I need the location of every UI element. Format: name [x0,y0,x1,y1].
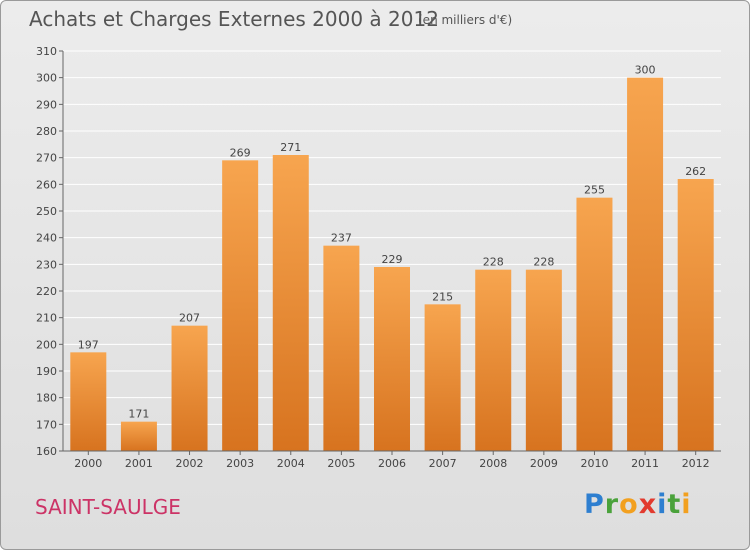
y-tick-label: 180 [36,392,57,405]
y-tick-label: 210 [36,312,57,325]
y-tick-label: 280 [36,125,57,138]
data-label-2006: 229 [382,253,403,266]
x-tick-label: 2011 [631,457,659,470]
y-tick-label: 300 [36,72,57,85]
commune-name: SAINT-SAULGE [35,495,181,519]
chart-title: Achats et Charges Externes 2000 à 2012 [29,7,439,31]
x-tick-label: 2000 [74,457,102,470]
data-label-2001: 171 [128,408,149,421]
bar-2000 [70,352,107,451]
chart-subtitle: (en milliers d'€) [418,13,513,27]
bar-2002 [171,325,208,451]
x-tick-label: 2010 [580,457,608,470]
y-tick-label: 230 [36,258,57,271]
data-label-2007: 215 [432,290,453,303]
x-tick-label: 2006 [378,457,406,470]
x-tick-label: 2009 [530,457,558,470]
bar-2001 [120,421,157,451]
logo-letter: i [657,489,668,520]
bar-2009 [525,269,562,451]
y-tick-label: 220 [36,285,57,298]
y-tick-label: 240 [36,232,57,245]
y-tick-label: 290 [36,98,57,111]
bar-2004 [272,155,309,451]
y-tick-label: 190 [36,365,57,378]
y-tick-label: 310 [36,45,57,58]
x-tick-label: 2007 [429,457,457,470]
data-label-2004: 271 [280,141,301,154]
y-axis: 160 170 180 190 200 210 220 230 240 250 260 270 280 2… [36,45,64,458]
bar-2003 [222,160,259,452]
y-tick-label: 160 [36,445,57,458]
logo-letter: P [584,489,605,520]
x-tick-label: 2002 [176,457,204,470]
logo-letter: o [619,489,639,520]
bar-2007 [424,304,461,451]
logo-letter: i [681,489,692,520]
y-tick-label: 260 [36,178,57,191]
x-tick-label: 2001 [125,457,153,470]
x-tick-label: 2005 [327,457,355,470]
bar-2012 [677,179,714,451]
data-label-2000: 197 [78,338,99,351]
bars-layer [70,77,714,452]
y-tick-label: 250 [36,205,57,218]
logo-letter: x [638,489,658,520]
x-tick-label: 2012 [682,457,710,470]
data-label-2002: 207 [179,312,200,325]
proxiti-logo: Proxiti [584,489,692,520]
data-label-2008: 228 [483,256,504,269]
data-label-2011: 300 [635,64,656,77]
data-label-2009: 228 [533,256,554,269]
x-tick-label: 2008 [479,457,507,470]
bar-2008 [475,269,512,451]
logo-letter: r [604,489,620,520]
x-axis: 2000 2001 2002 2003 2004 2005 2006 2007 2008 2009… [63,450,721,470]
data-label-2005: 237 [331,232,352,245]
bar-2005 [323,245,360,451]
x-tick-label: 2003 [226,457,254,470]
bar-2006 [374,267,410,451]
data-label-2003: 269 [230,146,251,159]
data-label-2010: 255 [584,184,605,197]
y-tick-label: 200 [36,338,57,351]
data-label-2012: 262 [685,165,706,178]
bar-2011 [627,77,664,452]
logo-letter: t [667,489,682,520]
x-tick-label: 2004 [277,457,305,470]
y-tick-label: 170 [36,418,57,431]
y-tick-label: 270 [36,152,57,165]
data-labels-layer: 197 171 207 269 271 237 229 215 228 228 255 300 262 [78,64,706,421]
bar-2010 [576,197,613,451]
